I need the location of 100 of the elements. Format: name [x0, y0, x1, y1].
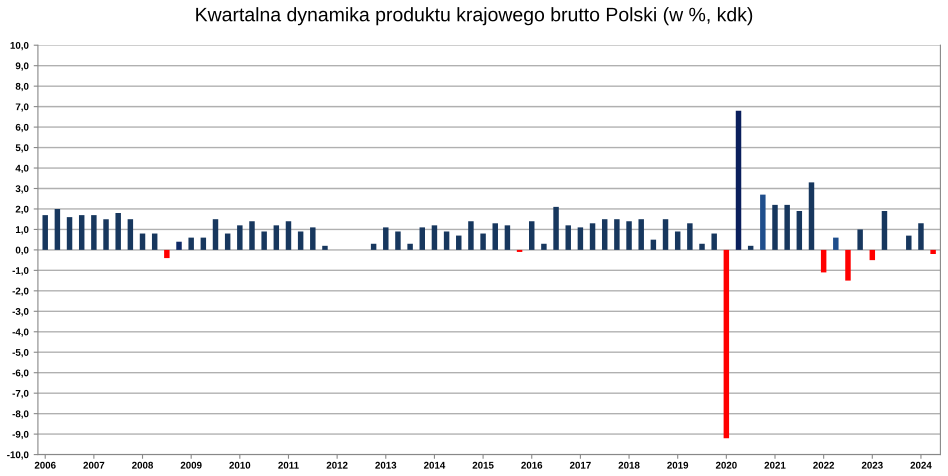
bar: [724, 250, 730, 438]
bar: [298, 231, 304, 250]
bar: [152, 234, 158, 250]
bar: [760, 194, 766, 250]
bar: [808, 182, 814, 250]
bar: [164, 250, 170, 258]
bar: [662, 219, 668, 250]
bar: [224, 234, 230, 250]
bar: [870, 250, 876, 260]
bar: [407, 244, 413, 250]
bar: [784, 204, 790, 250]
bar: [845, 250, 851, 281]
y-tick-label: 7,0: [16, 103, 28, 112]
bar: [578, 227, 584, 250]
x-tick-label: 2014: [424, 462, 446, 469]
bar: [66, 217, 72, 250]
bar: [370, 244, 376, 250]
x-tick-label: 2015: [472, 462, 494, 469]
chart-title: Kwartalna dynamika produktu krajowego brutto Polski (w %, kdk): [196, 7, 752, 26]
y-tick-label: 8,0: [16, 82, 28, 92]
bar: [420, 227, 426, 250]
bar: [456, 236, 462, 250]
bar: [395, 231, 401, 250]
x-tick-label: 2011: [278, 462, 299, 469]
bar: [565, 225, 571, 250]
bar: [322, 246, 328, 250]
bar: [261, 231, 267, 250]
bar: [188, 238, 194, 250]
bar: [930, 250, 936, 254]
bar: [602, 219, 608, 250]
bar: [274, 225, 280, 250]
y-tick-label: -5,0: [12, 348, 28, 358]
x-tick-label: 2023: [862, 462, 883, 469]
x-tick-label: 2021: [764, 462, 786, 469]
bar: [286, 221, 292, 250]
bar: [91, 215, 97, 250]
bar: [54, 208, 60, 250]
bar: [541, 244, 547, 250]
bar: [736, 110, 742, 250]
bar: [687, 223, 693, 250]
y-tick-label: 6,0: [16, 124, 28, 132]
bar: [553, 206, 559, 250]
x-tick-label: 2024: [910, 462, 932, 469]
x-tick-label: 2006: [34, 462, 56, 469]
bar: [674, 231, 680, 250]
bar: [128, 219, 134, 250]
bar: [444, 231, 450, 250]
bar: [820, 250, 826, 272]
x-tick-label: 2018: [618, 462, 640, 469]
bar: [711, 234, 717, 250]
y-tick-label: -10,0: [7, 451, 28, 460]
y-tick-label: -7,0: [12, 390, 28, 398]
y-tick-label: 5,0: [16, 144, 28, 153]
bar: [772, 204, 778, 250]
y-tick-label: 10,0: [10, 42, 28, 50]
x-tick-label: 2010: [229, 462, 250, 469]
bar: [140, 234, 146, 250]
bar: [626, 221, 632, 250]
bar: [638, 219, 644, 250]
bar: [833, 238, 839, 250]
y-tick-label: -9,0: [12, 430, 28, 440]
bar: [699, 244, 705, 250]
bar: [383, 227, 389, 250]
x-tick-label: 2022: [813, 462, 834, 469]
bar: [249, 221, 255, 250]
bar: [906, 236, 912, 250]
x-tick-label: 2008: [132, 462, 154, 469]
x-tick-label: 2019: [667, 462, 688, 469]
x-tick-label: 2020: [716, 462, 737, 469]
y-tick-label: -2,0: [12, 288, 28, 296]
bar: [857, 229, 863, 250]
bar: [176, 242, 182, 250]
bar: [115, 213, 121, 250]
bar: [650, 240, 656, 250]
y-tick-label: -6,0: [12, 369, 28, 378]
bar: [480, 234, 486, 250]
bar: [310, 227, 316, 250]
x-tick-label: 2012: [326, 462, 348, 469]
bar: [78, 215, 84, 250]
x-tick-label: 2016: [521, 462, 542, 469]
bar: [212, 219, 218, 250]
y-tick-label: 0,0: [16, 246, 28, 255]
bar: [200, 238, 206, 250]
y-tick-label: 4,0: [16, 164, 28, 174]
y-tick-label: -3,0: [12, 308, 28, 316]
y-tick-label: -1,0: [12, 267, 28, 276]
bar: [529, 221, 534, 250]
bar: [614, 219, 620, 250]
bar: [504, 225, 510, 250]
bar: [42, 215, 48, 250]
y-tick-label: 1,0: [16, 226, 28, 234]
y-tick-label: -4,0: [12, 328, 28, 337]
bar: [918, 223, 924, 250]
y-tick-label: 2,0: [16, 206, 28, 214]
x-tick-label: 2013: [375, 462, 396, 469]
x-tick-label: 2009: [180, 462, 202, 469]
bar: [237, 225, 243, 250]
bar: [468, 221, 474, 250]
bar: [492, 223, 498, 250]
bar: [103, 219, 109, 250]
